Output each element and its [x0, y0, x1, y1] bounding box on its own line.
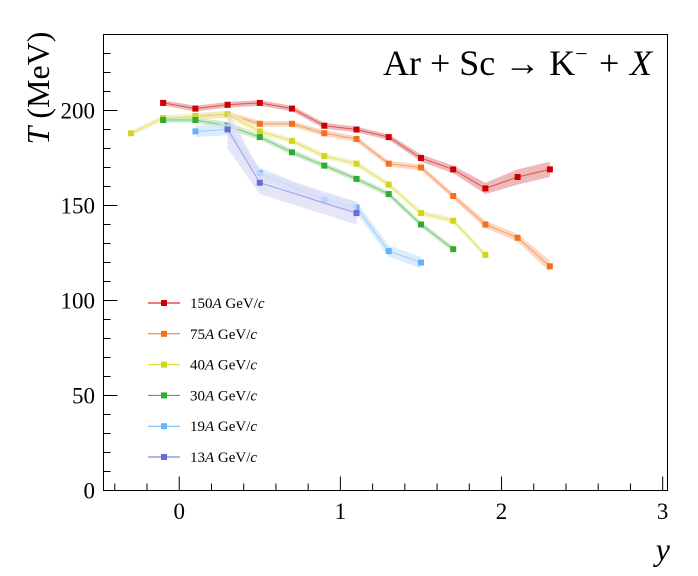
chart-title: Ar + Sc → K− + X: [383, 41, 654, 83]
series-1-point: [514, 234, 521, 241]
legend-marker: [161, 300, 167, 306]
series-layer: [127, 99, 553, 273]
series-1-point: [256, 120, 263, 127]
series-1-line: [195, 113, 551, 267]
x-tick-label: 3: [657, 499, 669, 524]
series-3-point: [418, 221, 424, 228]
series-2-point: [353, 160, 360, 167]
series-0-point: [353, 126, 360, 133]
title-lhs: Ar + Sc → K: [383, 43, 575, 83]
series-0-point: [256, 99, 263, 106]
series-1-point: [321, 130, 328, 137]
legend-marker: [161, 361, 167, 368]
y-tick-label: 150: [61, 194, 96, 219]
series-0-point: [224, 101, 231, 108]
series-0-point: [192, 105, 199, 112]
series-5-point: [256, 179, 263, 186]
series-2-point: [482, 251, 489, 258]
y-tick-label: 0: [84, 479, 96, 504]
series-5-band: [227, 110, 357, 225]
series-4-point: [418, 259, 424, 266]
series-3-point: [321, 162, 328, 169]
title-rhs: + X: [588, 43, 654, 83]
x-tick-label: 0: [173, 499, 185, 524]
series-0-point: [321, 122, 328, 129]
legend-item: 13A GeV/c: [148, 450, 257, 466]
series-3-point: [289, 149, 295, 156]
tick-labels: 0 1 2 3 0 50 100 150 200: [61, 99, 669, 525]
series-0-point: [482, 185, 489, 192]
legend-item: 150A GeV/c: [148, 296, 265, 312]
axis-ticks: [103, 34, 664, 491]
series-2-point: [385, 181, 392, 188]
series-3-point: [385, 191, 392, 198]
series-0-point: [514, 174, 521, 180]
series-4-point: [385, 248, 392, 255]
legend: 150A GeV/c 75A GeV/c 40A GeV/c 30A GeV/c 19A…: [148, 296, 265, 466]
series-5-point: [353, 210, 360, 217]
series-0-point: [289, 105, 295, 112]
series-5: [224, 110, 360, 225]
series-2-point: [127, 130, 134, 137]
legend-label: 13A GeV/c: [190, 450, 257, 466]
series-4-point: [192, 128, 199, 135]
legend-item: 30A GeV/c: [148, 388, 257, 404]
series-1-point: [385, 160, 392, 167]
y-axis-label: T (MeV): [20, 32, 56, 145]
legend-label: 30A GeV/c: [190, 388, 257, 404]
series-2-point: [192, 113, 199, 120]
series-3-point: [256, 134, 263, 141]
y-tick-label: 100: [61, 289, 96, 314]
x-axis-label: y: [653, 531, 671, 567]
series-1-point: [546, 263, 553, 270]
series-3-point: [450, 246, 457, 253]
series-2-point: [450, 217, 457, 224]
y-tick-label: 50: [72, 384, 95, 409]
legend-marker: [161, 392, 167, 399]
legend-label: 75A GeV/c: [190, 327, 257, 343]
series-3-line: [163, 119, 454, 250]
legend-marker: [161, 423, 167, 430]
series-1-point: [418, 164, 424, 171]
series-1-point: [289, 120, 295, 127]
series-2-point: [321, 153, 328, 160]
series-2-line: [130, 113, 486, 256]
series-3-point: [160, 117, 167, 123]
series-1-point: [482, 221, 489, 228]
series-0: [160, 99, 553, 195]
series-1-point: [450, 193, 457, 199]
legend-item: 19A GeV/c: [148, 419, 257, 435]
legend-item: 75A GeV/c: [148, 327, 257, 343]
legend-label: 19A GeV/c: [190, 419, 257, 435]
series-0-point: [160, 99, 167, 106]
legend-label: 40A GeV/c: [190, 358, 257, 374]
series-0-point: [546, 166, 553, 173]
legend-marker: [161, 454, 167, 460]
x-tick-label: 2: [496, 499, 508, 524]
series-3-point: [192, 117, 199, 123]
y-tick-label: 200: [61, 99, 96, 124]
series-2-point: [289, 137, 295, 144]
title-superscript: −: [575, 41, 587, 66]
y-axis-symbol: T: [20, 124, 56, 144]
series-0-point: [385, 134, 392, 141]
series-5-point: [224, 126, 231, 133]
y-axis-unit: [20, 119, 56, 127]
x-tick-label: 1: [335, 499, 347, 524]
series-1-point: [353, 136, 360, 142]
series-3-point: [353, 175, 360, 182]
legend-label: 150A GeV/c: [190, 296, 265, 312]
series-1: [192, 111, 553, 273]
series-2-point: [256, 128, 263, 135]
series-2-point: [418, 210, 424, 217]
legend-marker: [161, 330, 167, 337]
series-0-point: [418, 155, 424, 161]
series-0-point: [450, 166, 457, 173]
legend-item: 40A GeV/c: [148, 358, 257, 374]
